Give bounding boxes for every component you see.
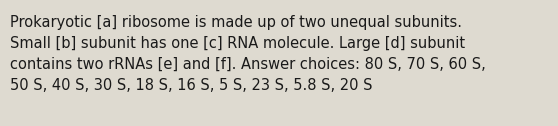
Text: Prokaryotic [a] ribosome is made up of two unequal subunits.
Small [b] subunit h: Prokaryotic [a] ribosome is made up of t… <box>10 15 486 93</box>
